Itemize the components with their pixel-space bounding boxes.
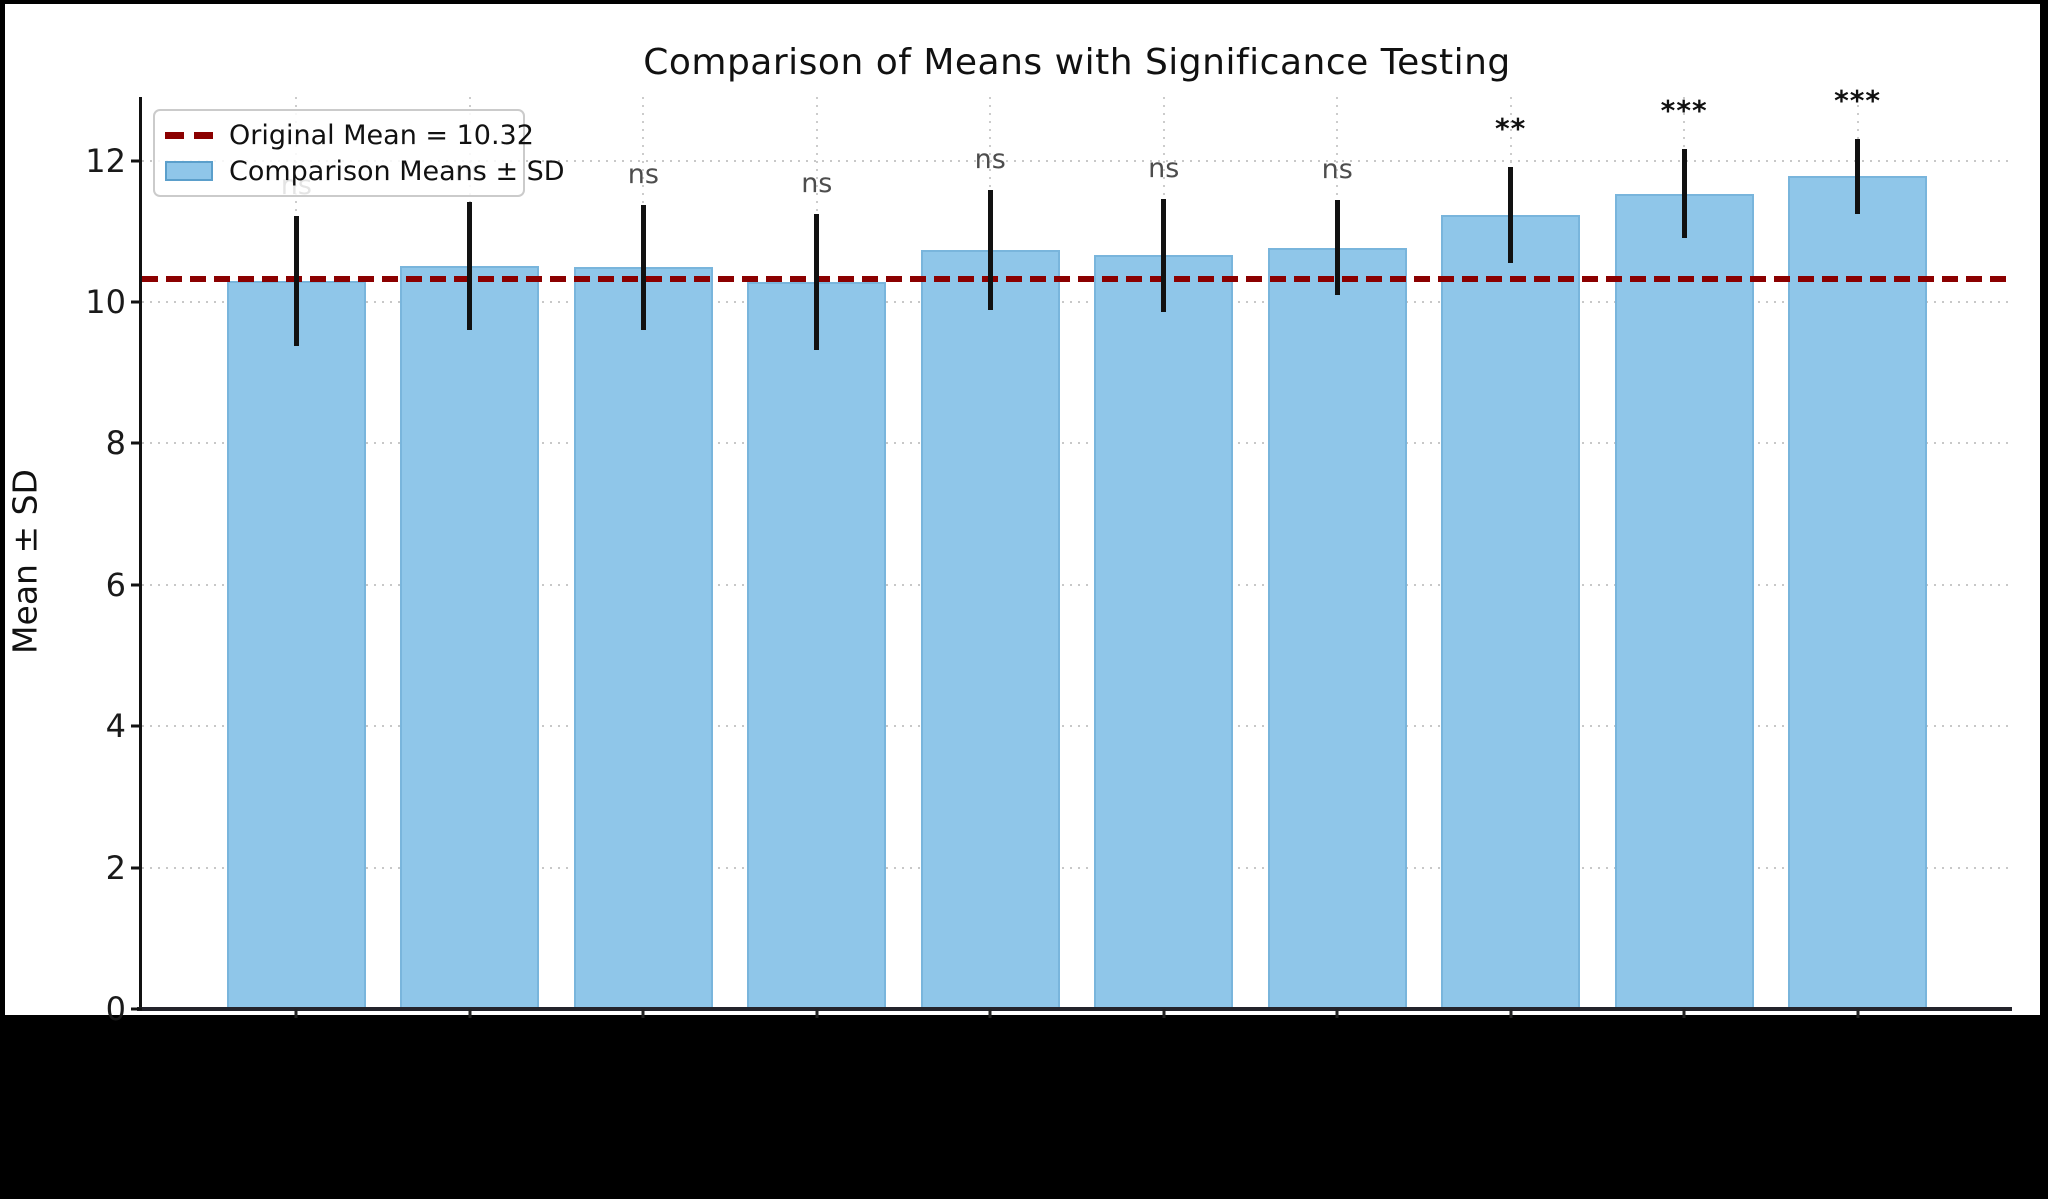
y-tick-label-2: 2 [105,848,126,887]
y-tick-label-0: 0 [105,990,126,1028]
bar-5 [920,250,1060,1009]
y-tick-mark-8 [131,441,142,445]
horizontal-gridline-y8 [142,442,2012,445]
y-tick-label-6: 6 [105,565,126,604]
x-axis-spine [137,1007,2012,1011]
x-tick-mark-1 [294,1009,298,1018]
horizontal-gridline-y10 [142,301,2012,304]
bar-patch-swatch [165,161,213,181]
legend-box: Original Mean = 10.32 Comparison Means ±… [153,109,565,197]
legend-bars-label: Comparison Means ± SD [229,155,565,187]
legend-row-mean-line: Original Mean = 10.32 [165,120,534,151]
bar-10 [1788,176,1927,1009]
significance-label-bar10: *** [1834,83,1882,117]
x-tick-mark-8 [1509,1009,1513,1018]
figure-background: Comparison of Means with Significance Te… [5,4,2040,1028]
error-bar-2 [467,202,473,330]
x-tick-mark-7 [1335,1009,1339,1018]
horizontal-gridline-y2 [142,866,2012,869]
bar-1 [227,280,366,1009]
y-tick-label-12: 12 [85,141,126,180]
significance-label-bar6: ns [1148,152,1180,184]
error-bar-4 [814,214,820,351]
chart-title: Comparison of Means with Significance Te… [643,42,1511,83]
bar-8 [1441,215,1581,1009]
bar-4 [747,282,887,1009]
y-tick-label-4: 4 [105,707,126,746]
y-tick-label-8: 8 [105,424,126,463]
significance-label-bar3: ns [627,159,659,191]
bar-9 [1614,193,1754,1009]
original-mean-reference-line [142,276,2012,283]
significance-label-bar7: ns [1321,154,1353,186]
x-tick-mark-5 [988,1009,992,1018]
error-bar-7 [1334,200,1340,295]
error-bar-9 [1681,149,1687,239]
y-tick-mark-6 [131,583,142,587]
horizontal-gridline-y12 [142,159,2012,162]
significance-label-bar4: ns [801,168,833,200]
y-tick-mark-0 [131,1007,142,1011]
y-tick-mark-4 [131,724,142,728]
x-tick-mark-6 [1162,1009,1166,1018]
significance-label-bar8: ** [1495,111,1527,145]
y-axis-label: Mean ± SD [5,469,45,654]
x-tick-mark-2 [468,1009,472,1018]
x-tick-mark-10 [1856,1009,1860,1018]
y-tick-mark-2 [131,866,142,870]
mean-line-dash-swatch [165,131,213,139]
significance-label-bar5: ns [974,144,1006,176]
bar-6 [1094,255,1234,1009]
error-bar-8 [1508,166,1514,264]
x-tick-mark-4 [815,1009,819,1018]
error-bar-5 [987,190,993,311]
y-tick-mark-12 [131,159,142,163]
horizontal-gridline-y4 [142,725,2012,728]
bar-2 [400,265,540,1009]
significance-label-bar9: *** [1660,94,1708,128]
legend-row-bars: Comparison Means ± SD [165,156,565,187]
y-tick-label-10: 10 [85,283,126,322]
bar-7 [1267,247,1407,1009]
y-tick-mark-10 [131,300,142,304]
bar-3 [573,267,713,1009]
legend-mean-line-label: Original Mean = 10.32 [229,119,534,151]
error-bar-3 [640,205,646,330]
y-axis-spine [139,97,142,1009]
error-bar-10 [1855,138,1861,214]
error-bar-1 [293,215,299,346]
error-bar-6 [1161,198,1167,312]
x-tick-mark-3 [641,1009,645,1018]
x-tick-mark-9 [1682,1009,1686,1018]
horizontal-gridline-y6 [142,583,2012,586]
